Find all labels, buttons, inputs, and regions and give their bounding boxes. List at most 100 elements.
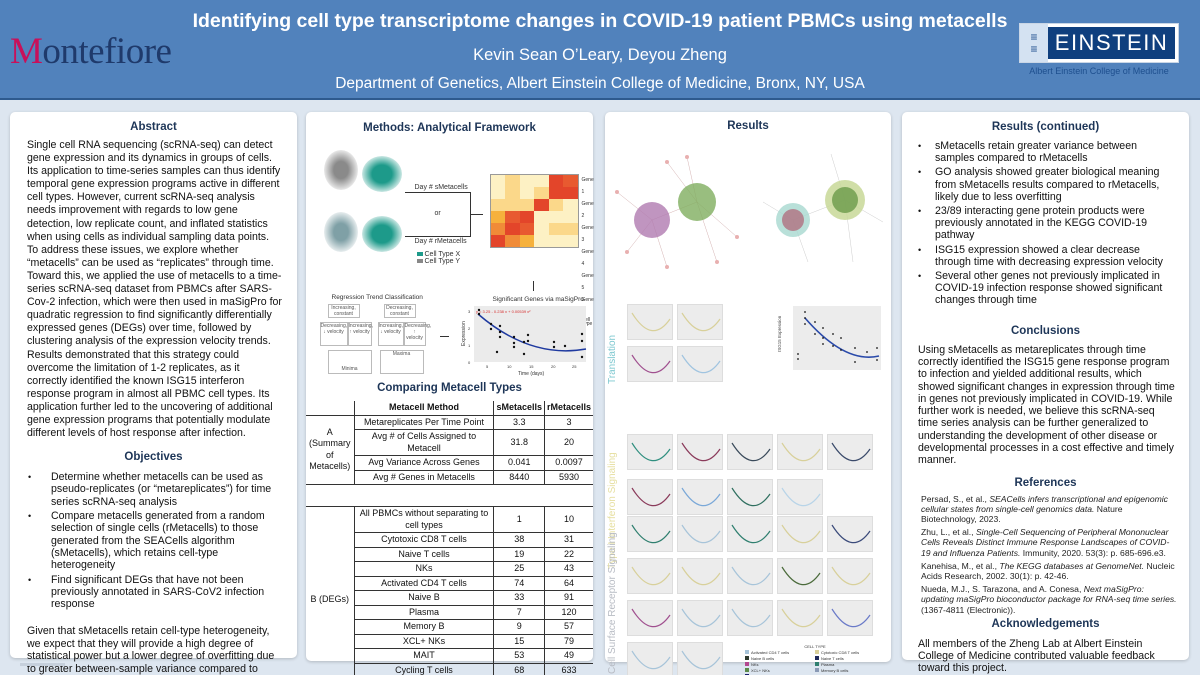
results-panel: Results ISG15 Expression Transl (605, 112, 891, 675)
trend-box: Maxima (379, 350, 424, 374)
hypothesis-text: Given that sMetacells retain cell-type h… (27, 625, 275, 675)
heatmap-cell (490, 235, 505, 247)
connector-line (404, 192, 470, 193)
heatmap-cell (519, 211, 534, 223)
legend-item: Memory B cells (815, 668, 885, 673)
results-continued-panel: Results (continued) sMetacells retain gr… (902, 112, 1189, 674)
logo-initial: M (10, 31, 43, 72)
expression-mini-plot (677, 304, 723, 340)
expression-mini-plot (777, 479, 823, 515)
row-label: Naive T cells (354, 547, 495, 562)
row-label: Avg Variance Across Genes (354, 455, 495, 471)
row-label: NKs (354, 561, 495, 577)
legend-items: Activated CD4 T cells Cytotoxic CD8 T cel… (745, 650, 885, 675)
legend-item: Cytotoxic CD8 T cells (815, 650, 885, 655)
row-label: Plasma (354, 605, 495, 620)
row-label: All PBMCs without separating to cell typ… (354, 506, 495, 533)
gene-label: Gene 2 (581, 201, 594, 219)
row-label: XCL+ NKs (354, 634, 495, 649)
cell-value: 31 (544, 532, 593, 548)
cell-value: 68 (493, 663, 545, 675)
result-item: Several other genes not previously impli… (918, 270, 1177, 307)
row-label: Metareplicates Per Time Point (354, 415, 495, 430)
acknowledgements-title: Acknowledgements (991, 617, 1100, 630)
row-label: Naive B (354, 590, 495, 606)
heatmap-cell (534, 187, 549, 199)
ppi-network-left (615, 155, 739, 269)
references-list: Persad, S., et al., SEACells infers tran… (921, 494, 1177, 615)
heatmap-cell (519, 223, 534, 235)
heatmap-cell (505, 199, 520, 211)
cluster-celltype-y-icon (323, 150, 358, 190)
table-section-b: B (DEGs) All PBMCs without separating to … (306, 506, 593, 675)
heatmap-cell (548, 235, 563, 247)
expression-mini-plot (627, 600, 673, 636)
arrow-left-icon (439, 336, 449, 337)
conclusions-text: Using sMetacells as metareplicates throu… (918, 343, 1175, 467)
expression-mini-plot (727, 479, 773, 515)
results-title: Results (727, 120, 769, 132)
einstein-emblem-icon: ≡ ≡ (1020, 24, 1048, 62)
trend-box: Increasing, constant (327, 304, 360, 318)
einstein-logo-box: ≡ ≡ EINSTEIN (1019, 23, 1179, 63)
gene-label: Gene 1 (581, 177, 594, 195)
results-continued-list: sMetacells retain greater variance betwe… (918, 140, 1177, 307)
reference-item: Nueda, M.J., S. Tarazona, and A. Conesa,… (921, 584, 1177, 615)
table-row: Naive T cells 19 22 (306, 547, 593, 562)
heatmap-cell (505, 175, 520, 187)
poster-header: Montefiore Identifying cell type transcr… (0, 0, 1200, 100)
abstract-panel: Abstract Single cell RNA sequencing (scR… (10, 112, 297, 675)
objective-item: Compare metacells generated from a rando… (28, 510, 283, 571)
heatmap-cell (563, 211, 578, 223)
table-row: B (DEGs) All PBMCs without separating to … (306, 506, 593, 675)
gene-label: Gene 4 (581, 249, 594, 267)
legend-item: Activated CD4 T cells (745, 650, 815, 655)
side-label-translation: Translation (607, 334, 618, 384)
side-label-cell-surface: Cell Surface Receptor Signaling (607, 532, 618, 674)
cell-value: 5930 (544, 470, 593, 485)
expression-mini-plot (827, 516, 873, 552)
header-group-cell (306, 401, 355, 416)
row-group-label: A (Summary of Metacells) (306, 415, 355, 485)
table-row: Activated CD4 T cells 74 64 (306, 576, 593, 591)
table-row: Avg # of Cells Assigned to Metacell 31.8 2… (306, 429, 593, 456)
regression-title: Regression Trend Classification (331, 294, 423, 301)
logo-rest: ontefiore (42, 31, 172, 72)
heatmap-cell (563, 187, 578, 199)
expression-mini-plot (777, 434, 823, 470)
expression-mini-plot (627, 558, 673, 594)
expression-mini-plot (727, 558, 773, 594)
or-label: or (434, 210, 441, 217)
poster-title: Identifying cell type transcriptome chan… (192, 10, 1008, 32)
row-label: Memory B (354, 619, 495, 635)
network-cluster (678, 183, 716, 221)
methods-panel: Methods: Analytical Framework Day # sMet… (306, 112, 594, 675)
y-tick: 2 (468, 326, 471, 331)
y-axis-label: Expression (461, 321, 467, 346)
row-label: Avg # of Cells Assigned to Metacell (354, 429, 495, 456)
x-tick: 10 (507, 364, 512, 369)
y-tick: 3 (468, 309, 471, 314)
heatmap-cell (519, 199, 534, 211)
cell-value: 53 (493, 648, 545, 664)
einstein-wordmark: EINSTEIN (1048, 27, 1175, 59)
row-label: MAIT (354, 648, 495, 664)
table-row: Naive B 33 91 (306, 590, 593, 606)
cell-value: 57 (544, 619, 593, 635)
legend-celltype-x: Cell Type X (416, 251, 460, 258)
result-item: GO analysis showed greater biological me… (918, 166, 1177, 203)
plot-background (473, 306, 586, 362)
fit-curve (477, 313, 586, 352)
gene-label: Cell Type (581, 317, 593, 327)
cell-value: 19 (493, 547, 545, 562)
expression-mini-plot (777, 558, 823, 594)
expression-mini-plot (727, 516, 773, 552)
header-method: Metacell Method (354, 401, 495, 416)
table-section-a: A (Summary of Metacells) Metareplicates P… (306, 415, 593, 485)
expression-mini-plot (777, 516, 823, 552)
sig-genes-plot: y = 3.25 - 0.238 x + 0.00539 x² 0 1 2 3 … (461, 306, 586, 376)
cell-value: 3.3 (493, 415, 545, 430)
y-tick: 1 (468, 343, 471, 348)
gene-label: Gene 3 (581, 225, 594, 243)
expression-mini-plot (627, 346, 673, 382)
